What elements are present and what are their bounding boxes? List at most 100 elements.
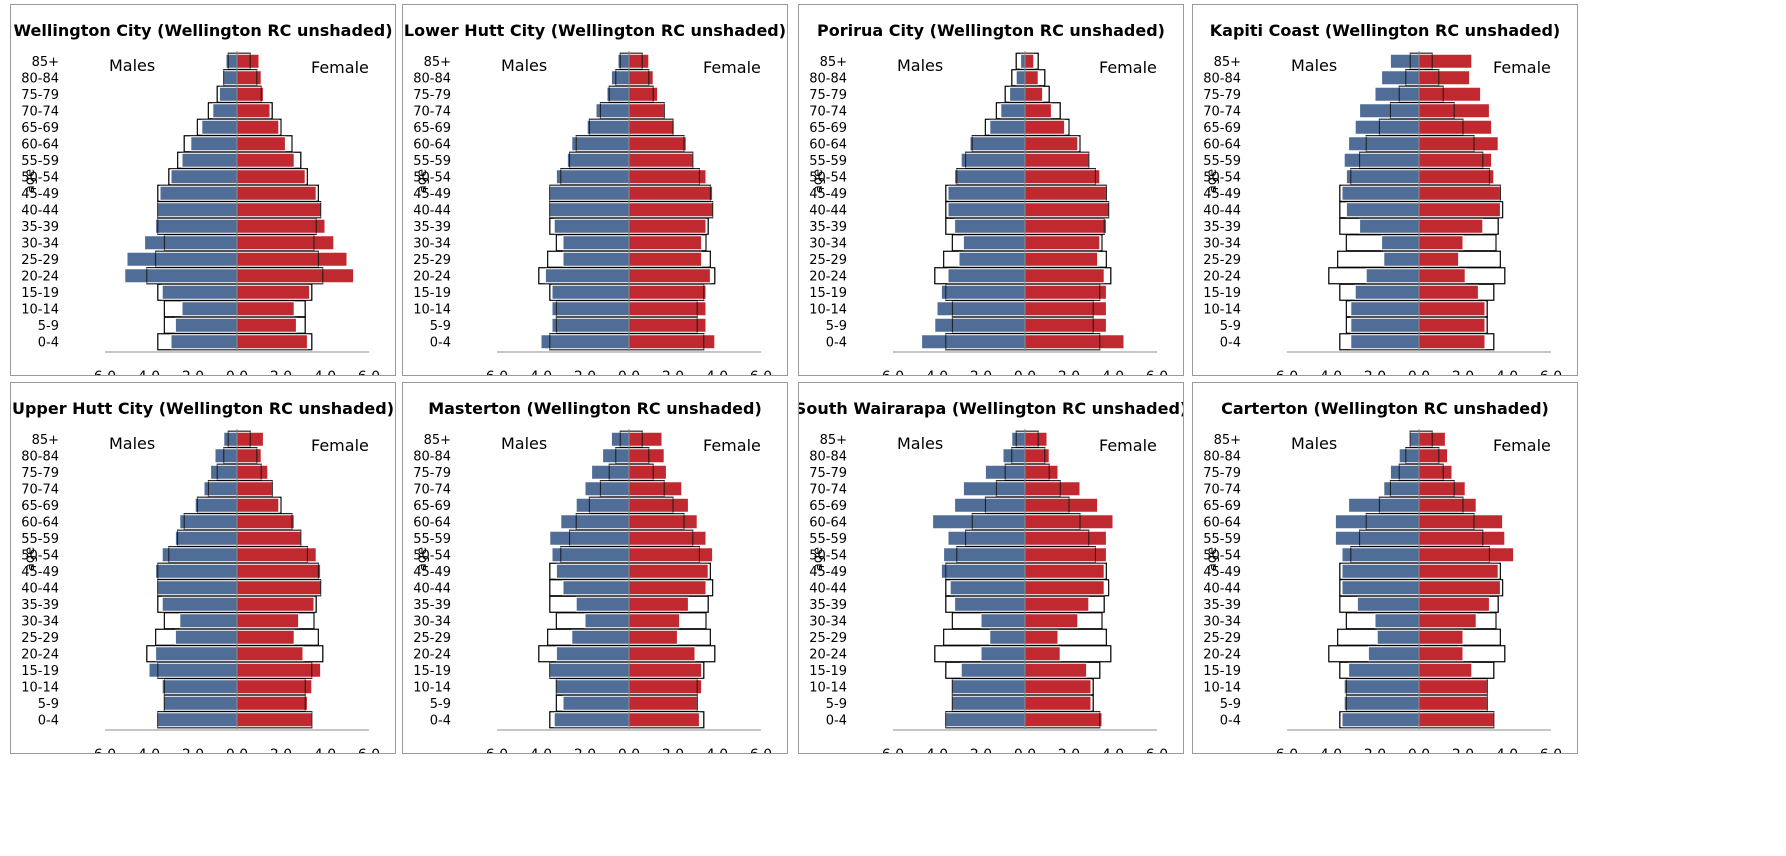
male-bar	[203, 481, 238, 497]
male-bar	[610, 70, 630, 86]
female-bar	[1024, 613, 1079, 629]
female-bar	[1024, 136, 1079, 152]
female-bar	[628, 646, 696, 662]
female-bar	[1418, 481, 1466, 497]
female-bar	[236, 86, 264, 102]
chart-title: Masterton (Wellington RC unshaded)	[428, 399, 762, 418]
age-label: 25-29	[809, 253, 847, 268]
x-tick-label: 6.0	[486, 747, 508, 753]
female-bar	[1024, 334, 1125, 350]
age-label: 20-24	[413, 647, 451, 662]
male-bar	[969, 136, 1026, 152]
males-label: Males	[1291, 434, 1337, 453]
population-pyramid: Wellington City (Wellington RC unshaded)…	[13, 21, 392, 375]
age-label: 80-84	[809, 449, 847, 464]
male-bar	[214, 448, 238, 464]
x-tick-label: 2.0	[270, 369, 292, 375]
female-bar	[236, 563, 322, 579]
male-bar	[161, 284, 238, 300]
age-label: 30-34	[809, 614, 847, 629]
age-label: 60-64	[413, 137, 451, 152]
female-bar	[1418, 514, 1504, 530]
male-bar	[223, 431, 238, 447]
male-bar	[161, 596, 238, 612]
male-bar	[980, 646, 1026, 662]
female-bar	[1418, 596, 1490, 612]
female-bar	[236, 596, 315, 612]
y-axis-label: age	[415, 169, 430, 193]
male-bar	[951, 679, 1026, 695]
female-bar	[236, 70, 262, 86]
age-label: 35-39	[1203, 220, 1241, 235]
female-bar	[236, 334, 308, 350]
y-axis-label: age	[23, 169, 38, 193]
x-tick-label: 4.0	[1320, 369, 1342, 375]
male-bar	[1348, 497, 1420, 513]
female-bar	[1418, 317, 1486, 333]
x-tick-label: 0.0	[618, 369, 640, 375]
male-bar	[174, 629, 238, 645]
chart-panel-kapiti-coast: Kapiti Coast (Wellington RC unshaded) Mal…	[1192, 4, 1578, 376]
male-bar	[124, 268, 238, 284]
male-bar	[1348, 662, 1420, 678]
male-bar	[947, 185, 1026, 201]
y-axis-label: age	[23, 547, 38, 571]
male-bar	[190, 136, 238, 152]
male-bar	[989, 119, 1026, 135]
male-bar	[181, 152, 238, 168]
male-bar	[179, 613, 238, 629]
age-label: 40-44	[413, 203, 451, 218]
female-bar	[1024, 596, 1090, 612]
males-label: Males	[501, 56, 547, 75]
female-bar	[628, 235, 703, 251]
male-bar	[1350, 334, 1420, 350]
female-bar	[236, 662, 322, 678]
male-bar	[617, 53, 630, 69]
female-bar	[1418, 334, 1486, 350]
female-bar	[628, 103, 665, 119]
age-label: 80-84	[413, 71, 451, 86]
male-bar	[1381, 70, 1420, 86]
age-label: 50-54	[21, 548, 59, 563]
male-bar	[575, 596, 630, 612]
age-label: 40-44	[21, 203, 59, 218]
male-bar	[163, 695, 238, 711]
age-label: 10-14	[413, 302, 451, 317]
male-bar	[549, 530, 630, 546]
age-label: 65-69	[809, 121, 847, 136]
x-tick-label: 0.0	[226, 369, 248, 375]
female-bar	[628, 695, 698, 711]
female-bar	[1024, 284, 1107, 300]
x-tick-label: 4.0	[926, 369, 948, 375]
male-bar	[155, 218, 238, 234]
female-bar	[1418, 301, 1486, 317]
age-label: 5-9	[430, 319, 451, 334]
age-label: 40-44	[413, 581, 451, 596]
female-bar	[1418, 235, 1464, 251]
age-label: 85+	[820, 55, 847, 70]
age-label: 40-44	[21, 581, 59, 596]
x-tick-label: 4.0	[1496, 747, 1518, 753]
male-bar	[553, 712, 630, 728]
female-bar	[628, 218, 707, 234]
x-tick-label: 6.0	[358, 747, 380, 753]
male-bar	[551, 284, 630, 300]
chart-title: Lower Hutt City (Wellington RC unshaded)	[404, 21, 786, 40]
x-tick-label: 4.0	[138, 747, 160, 753]
males-label: Males	[897, 56, 943, 75]
age-label: 5-9	[38, 697, 59, 712]
female-bar	[1418, 70, 1471, 86]
female-bar	[628, 514, 698, 530]
age-label: 75-79	[413, 466, 451, 481]
female-bar	[628, 268, 711, 284]
age-label: 25-29	[21, 253, 59, 268]
age-label: 85+	[820, 433, 847, 448]
male-bar	[1341, 547, 1420, 563]
male-bar	[157, 580, 238, 596]
age-label: 15-19	[413, 664, 451, 679]
age-label: 50-54	[413, 548, 451, 563]
female-bar	[1418, 86, 1482, 102]
x-tick-label: 6.0	[358, 369, 380, 375]
x-tick-label: 4.0	[1102, 369, 1124, 375]
x-tick-label: 6.0	[1540, 747, 1562, 753]
